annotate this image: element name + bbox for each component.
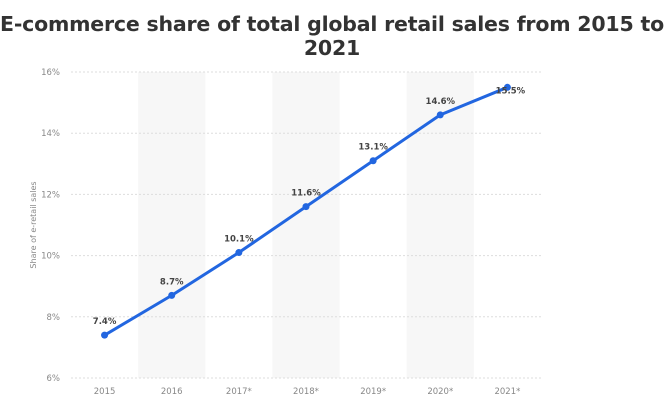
category-band bbox=[138, 72, 206, 378]
data-label: 13.1% bbox=[358, 143, 388, 153]
data-label: 14.6% bbox=[426, 97, 456, 107]
x-tick-label: 2015 bbox=[94, 387, 116, 397]
y-tick-label: 10% bbox=[41, 252, 60, 262]
data-label: 8.7% bbox=[160, 277, 184, 287]
y-tick-label: 8% bbox=[47, 313, 61, 323]
x-tick-label: 2021* bbox=[494, 387, 520, 397]
category-band bbox=[406, 72, 474, 378]
data-point bbox=[235, 249, 243, 257]
x-tick-label: 2017* bbox=[226, 387, 252, 397]
data-label: 15.5% bbox=[496, 86, 526, 96]
x-tick-label: 2019* bbox=[360, 387, 386, 397]
category-band bbox=[272, 72, 340, 378]
y-tick-label: 16% bbox=[41, 68, 60, 78]
y-tick-label: 6% bbox=[47, 374, 61, 384]
y-axis-label: Share of e-retail sales bbox=[29, 181, 38, 268]
data-point bbox=[302, 203, 310, 211]
data-label: 11.6% bbox=[291, 189, 321, 199]
data-point bbox=[168, 291, 176, 299]
x-tick-label: 2016 bbox=[161, 387, 183, 397]
data-point bbox=[101, 331, 109, 339]
data-point bbox=[436, 111, 444, 119]
x-tick-label: 2018* bbox=[293, 387, 319, 397]
x-tick-label: 2020* bbox=[427, 387, 453, 397]
data-label: 7.4% bbox=[93, 317, 117, 327]
y-tick-label: 12% bbox=[41, 190, 60, 200]
data-label: 10.1% bbox=[224, 235, 254, 245]
data-point bbox=[369, 157, 377, 165]
data-point bbox=[503, 83, 511, 91]
chart-title: E-commerce share of total global retail … bbox=[0, 12, 664, 60]
y-tick-label: 14% bbox=[41, 129, 60, 139]
